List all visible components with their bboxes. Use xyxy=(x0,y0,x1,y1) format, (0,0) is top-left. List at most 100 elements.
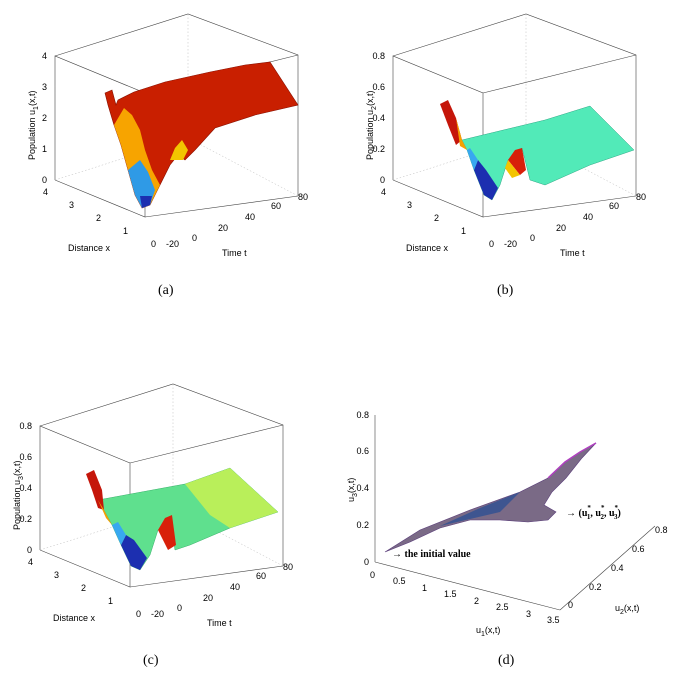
panel-c-xtick-0: 0 xyxy=(136,609,141,619)
panel-a-xtick-3: 3 xyxy=(69,200,74,210)
panel-d-xtick-5: 2.5 xyxy=(496,602,509,612)
panel-a-ttick-0: -20 xyxy=(166,239,179,249)
panel-c-ztick-2: 0.4 xyxy=(19,483,32,493)
panel-a-xtick-0: 0 xyxy=(151,239,156,249)
panel-d-xtick-2: 1 xyxy=(422,583,427,593)
panel-b-tlabel: Time t xyxy=(560,248,585,258)
panel-b-xtick-2: 2 xyxy=(434,213,439,223)
panel-b-zlabel: Population u2(x,t) xyxy=(365,91,378,160)
panel-a-surface-valley-bottom xyxy=(140,196,152,208)
panel-c-bump xyxy=(158,515,176,550)
panel-a-ztick-0: 0 xyxy=(42,175,47,185)
panel-b-ttick-3: 40 xyxy=(583,212,593,222)
panel-d-xtick-3: 1.5 xyxy=(444,589,457,599)
panel-c: 0 0.2 0.4 0.6 0.8 0 1 2 3 4 -20 0 20 40 … xyxy=(12,383,293,668)
panel-a-xtick-4: 4 xyxy=(43,187,48,197)
panel-b-ztick-4: 0.8 xyxy=(372,51,385,61)
panel-d-x-axis xyxy=(374,561,561,611)
panel-c-surface-yellow xyxy=(185,468,278,528)
panel-d-trajectory-shade xyxy=(440,492,520,526)
panel-d-ytick-4: 0.8 xyxy=(655,525,668,535)
panel-d-ytick-3: 0.6 xyxy=(632,544,645,554)
panel-a-ztick-4: 4 xyxy=(42,51,47,61)
panel-b-peak-left xyxy=(440,100,462,145)
panel-d-xtick-7: 3.5 xyxy=(547,615,560,625)
panel-d-annotation-initial: → the initial value xyxy=(392,549,471,560)
panel-a-ttick-4: 60 xyxy=(271,201,281,211)
panel-a-ttick-1: 0 xyxy=(192,233,197,243)
panel-d-trajectory-edge xyxy=(547,442,597,479)
panel-d: 0 0.2 0.4 0.6 0.8 0 0.5 1 1.5 2 2.5 3 3.… xyxy=(346,410,668,668)
panel-c-xlabel: Distance x xyxy=(53,613,96,623)
panel-b-back-wall-left xyxy=(392,55,484,218)
panel-b-xlabel: Distance x xyxy=(406,243,449,253)
panel-b-bump-yellow xyxy=(505,160,520,178)
panel-c-peak-left-orange xyxy=(98,500,112,525)
panel-c-peak-left xyxy=(86,470,104,510)
panel-b-peak-left-orange xyxy=(456,118,467,150)
panel-a-ttick-5: 80 xyxy=(298,192,308,202)
panel-a-ttick-2: 20 xyxy=(218,223,228,233)
panel-b-ztick-2: 0.4 xyxy=(372,113,385,123)
panel-b-xtick-0: 0 xyxy=(489,239,494,249)
panel-c-ztick-0: 0 xyxy=(27,545,32,555)
panel-a-surface-bump xyxy=(170,140,188,160)
panel-a-ztick-3: 3 xyxy=(42,82,47,92)
panel-c-caption: (c) xyxy=(143,653,159,668)
panel-b-ttick-1: 0 xyxy=(530,233,535,243)
panel-b-ztick-1: 0.2 xyxy=(372,144,385,154)
panel-d-zlabel: u3(x,t) xyxy=(346,478,359,502)
panel-b-caption: (b) xyxy=(497,283,514,298)
panel-a-ztick-2: 2 xyxy=(42,113,47,123)
panel-d-ztick-2: 0.4 xyxy=(356,483,369,493)
panel-d-xtick-4: 2 xyxy=(474,596,479,606)
panel-c-xtick-3: 3 xyxy=(54,570,59,580)
panel-b-valley xyxy=(474,160,498,200)
panel-a-xtick-2: 2 xyxy=(96,213,101,223)
panel-c-ttick-4: 60 xyxy=(256,571,266,581)
panel-c-xtick-1: 1 xyxy=(108,596,113,606)
panel-b-ztick-0: 0 xyxy=(380,175,385,185)
panel-c-ztick-1: 0.2 xyxy=(19,514,32,524)
panel-c-ttick-2: 20 xyxy=(203,593,213,603)
panel-d-trajectory-surface xyxy=(384,442,597,553)
panel-a-tlabel: Time t xyxy=(222,248,247,258)
panel-b-box-edge xyxy=(482,54,637,94)
panel-c-xtick-2: 2 xyxy=(81,583,86,593)
panel-d-ytick-1: 0.2 xyxy=(589,582,602,592)
panel-d-annotation-equilibrium: → (u* 1, u* 2, u* 3) xyxy=(566,504,621,521)
panel-a-caption: (a) xyxy=(158,283,174,298)
panel-a-ztick-1: 1 xyxy=(42,144,47,154)
panel-b-xtick-4: 4 xyxy=(381,187,386,197)
panel-c-ttick-3: 40 xyxy=(230,582,240,592)
panel-d-xtick-0: 0 xyxy=(370,570,375,580)
panel-c-ttick-1: 0 xyxy=(177,603,182,613)
panel-a-grid-floor-2 xyxy=(187,137,299,197)
panel-c-ttick-0: -20 xyxy=(151,609,164,619)
panel-d-y-axis xyxy=(559,525,656,611)
panel-d-ytick-2: 0.4 xyxy=(611,563,624,573)
panel-b-valley-light xyxy=(467,148,478,170)
panel-b-ttick-2: 20 xyxy=(556,223,566,233)
panel-d-ztick-4: 0.8 xyxy=(356,410,369,420)
panel-c-valley xyxy=(121,535,147,570)
panel-d-ztick-3: 0.6 xyxy=(356,446,369,456)
panel-d-ztick-1: 0.2 xyxy=(356,520,369,530)
panel-b-ttick-5: 80 xyxy=(636,192,646,202)
panel-b-bump xyxy=(508,148,526,175)
panel-b-ttick-4: 60 xyxy=(609,201,619,211)
panel-a-xtick-1: 1 xyxy=(123,226,128,236)
panel-a-xlabel: Distance x xyxy=(68,243,111,253)
panel-a-ttick-3: 40 xyxy=(245,212,255,222)
panel-d-xlabel: u1(x,t) xyxy=(476,625,500,638)
panel-b-ttick-0: -20 xyxy=(504,239,517,249)
panel-c-xtick-4: 4 xyxy=(28,557,33,567)
panel-c-ztick-4: 0.8 xyxy=(19,421,32,431)
panel-d-ylabel: u2(x,t) xyxy=(615,603,639,616)
panel-c-tlabel: Time t xyxy=(207,618,232,628)
panel-b-xtick-1: 1 xyxy=(461,226,466,236)
panel-b: 0 0.2 0.4 0.6 0.8 0 1 2 3 4 -20 0 20 40 … xyxy=(365,13,646,298)
panel-b-ztick-3: 0.6 xyxy=(372,82,385,92)
panel-d-xtick-6: 3 xyxy=(526,609,531,619)
